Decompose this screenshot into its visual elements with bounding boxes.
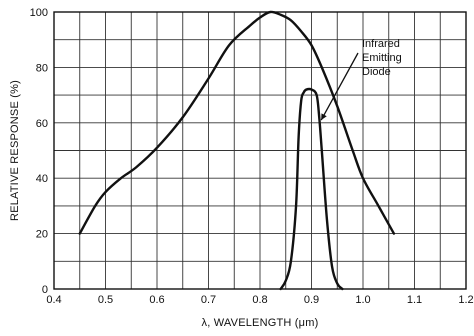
- x-tick-label: 0.6: [149, 294, 164, 306]
- annotation-label: Emitting: [362, 52, 402, 64]
- annotation-arrowhead: [321, 113, 327, 121]
- x-tick-label: 0.9: [304, 294, 319, 306]
- y-tick-label: 100: [30, 7, 48, 19]
- x-tick-label: 0.4: [46, 294, 61, 306]
- series-lines: [78, 10, 396, 291]
- y-tick-label: 60: [36, 118, 48, 130]
- x-tick-label: 0.8: [252, 294, 267, 306]
- x-tick-label: 1.1: [407, 294, 422, 306]
- x-axis-ticks: 0.4 0.5 0.6 0.7 0.8 0.9 1.0 1.1 1.2: [46, 294, 473, 306]
- annotation-leader-line: [320, 52, 359, 121]
- plot-frame: [53, 11, 467, 290]
- y-tick-label: 0: [42, 284, 48, 296]
- series-line-response: [78, 10, 396, 235]
- y-axis-title: RELATIVE RESPONSE (%): [9, 80, 21, 221]
- annotation-label: Infrared: [362, 38, 400, 50]
- x-tick-label: 0.7: [201, 294, 216, 306]
- y-tick-label: 20: [36, 229, 48, 241]
- x-axis-title: λ, WAVELENGTH (μm): [202, 317, 319, 329]
- y-tick-label: 40: [36, 173, 48, 185]
- x-tick-label: 1.2: [458, 294, 473, 306]
- grid: [54, 12, 466, 289]
- series-line-diode: [279, 87, 344, 291]
- x-tick-label: 1.0: [355, 294, 370, 306]
- annotation-label: Diode: [362, 66, 391, 78]
- y-tick-label: 80: [36, 62, 48, 74]
- y-axis-ticks: 0 20 40 60 80 100: [30, 7, 48, 296]
- x-tick-label: 0.5: [98, 294, 113, 306]
- annotations: Infrared Emitting Diode: [320, 38, 402, 121]
